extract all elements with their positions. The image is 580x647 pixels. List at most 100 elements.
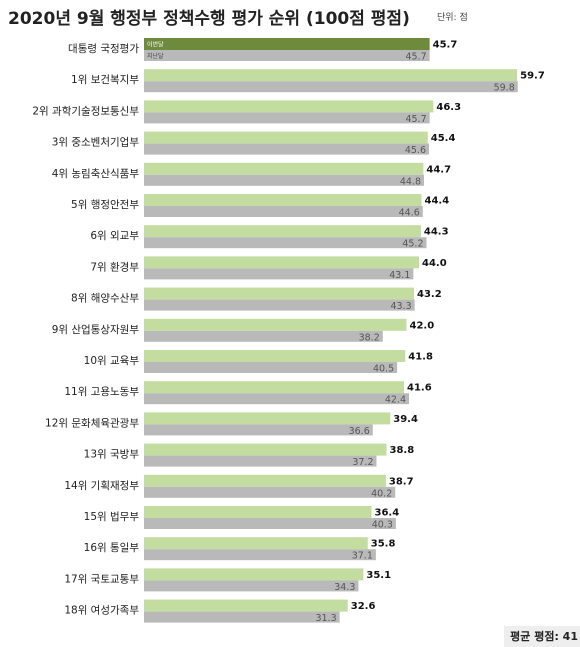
bar-last-month: [144, 143, 429, 155]
bar-this-month: [144, 256, 419, 269]
bar-last-month: [144, 206, 423, 217]
bar-last-month: [144, 362, 398, 373]
value-label-last-month: 38.2: [359, 332, 380, 343]
value-label-this-month: 44.4: [425, 196, 450, 207]
value-label-this-month: 44.7: [426, 164, 451, 175]
category-label: 11위 고용노동부: [64, 385, 139, 398]
bar-last-month: [144, 393, 409, 405]
category-label: 18위 여성가족부: [64, 604, 139, 617]
bar-this-month: [144, 318, 407, 331]
value-label-last-month: 40.2: [371, 488, 392, 499]
value-label-this-month: 43.2: [417, 289, 442, 300]
bar-this-month: [144, 38, 430, 50]
value-label-this-month: 45.7: [433, 40, 458, 51]
value-label-last-month: 40.5: [373, 364, 394, 375]
value-label-last-month: 42.4: [385, 395, 406, 406]
value-label-last-month: 37.1: [352, 551, 373, 562]
value-label-last-month: 44.8: [400, 176, 421, 187]
value-label-this-month: 38.7: [389, 476, 414, 487]
value-label-this-month: 38.8: [390, 445, 415, 456]
category-label: 대통령 국정평가: [68, 43, 139, 55]
bar-last-month: [144, 424, 373, 436]
chart-title: 2020년 9월 행정부 정책수행 평가 순위 (100점 평점): [8, 9, 410, 29]
bar-this-month: [144, 599, 348, 612]
bar-this-month: [144, 100, 434, 113]
bar-last-month: [144, 268, 414, 280]
bar-this-month: [144, 443, 387, 456]
bar-last-month: [144, 112, 430, 124]
bar-this-month: [144, 225, 421, 238]
category-label: 16위 통일부: [84, 541, 140, 554]
value-label-last-month: 31.3: [315, 613, 336, 624]
bar-this-month: [144, 194, 422, 206]
category-label: 6위 외교부: [90, 229, 139, 242]
bar-this-month: [144, 474, 386, 487]
value-label-last-month: 45.6: [405, 145, 426, 156]
bar-last-month: [144, 580, 359, 592]
value-label-this-month: 44.0: [422, 258, 447, 269]
bar-this-month: [144, 287, 414, 300]
value-label-last-month: 43.3: [390, 301, 411, 312]
unit-label: 단위: 점: [437, 13, 468, 23]
bar-this-month: [144, 568, 364, 581]
value-label-last-month: 45.7: [405, 52, 426, 63]
category-label: 1위 보건복지부: [71, 73, 139, 86]
value-label-last-month: 43.1: [389, 270, 410, 281]
category-label: 15위 법무부: [84, 510, 140, 523]
value-label-this-month: 35.8: [371, 539, 396, 550]
bar-last-month: [144, 549, 376, 561]
bar-last-month: [144, 237, 427, 249]
legend-this-month: 이번달: [147, 41, 164, 49]
value-label-last-month: 44.6: [399, 208, 420, 219]
value-label-last-month: 37.2: [352, 457, 373, 468]
value-label-this-month: 42.0: [410, 320, 435, 331]
value-label-last-month: 45.7: [405, 114, 426, 125]
value-label-this-month: 36.4: [375, 508, 400, 519]
bar-this-month: [144, 162, 424, 175]
bar-this-month: [144, 506, 372, 518]
bar-last-month: [144, 518, 396, 529]
bar-this-month: [144, 350, 406, 362]
value-label-this-month: 32.6: [351, 601, 376, 612]
bar-last-month: [144, 50, 430, 61]
category-label: 5위 행정안전부: [71, 198, 139, 211]
value-label-this-month: 44.3: [424, 227, 449, 238]
bar-last-month: [144, 174, 424, 186]
average-score-note: 평균 평점: 41: [504, 626, 580, 647]
category-label: 9위 산업통상자원부: [52, 323, 140, 336]
value-label-last-month: 34.3: [334, 582, 355, 593]
bar-this-month: [144, 69, 518, 82]
bar-this-month: [144, 131, 428, 144]
bar-last-month: [144, 81, 518, 93]
category-label: 2위 과학기술정보통신부: [32, 104, 139, 117]
value-label-this-month: 46.3: [436, 102, 461, 113]
value-label-this-month: 35.1: [366, 570, 391, 581]
category-label: 17위 국토교통부: [64, 572, 139, 585]
value-label-last-month: 45.2: [402, 239, 423, 250]
category-label: 7위 환경부: [90, 260, 139, 273]
value-label-this-month: 41.8: [408, 352, 433, 363]
bar-this-month: [144, 381, 404, 394]
category-label: 14위 기획재정부: [64, 479, 139, 492]
category-label: 8위 해양수산부: [71, 292, 139, 305]
bar-last-month: [144, 455, 377, 467]
category-label: 4위 농림축산식품부: [52, 167, 140, 180]
title-row: 2020년 9월 행정부 정책수행 평가 순위 (100점 평점): [8, 4, 410, 30]
value-label-last-month: 59.8: [494, 83, 515, 94]
legend-last-month: 지난달: [147, 52, 164, 60]
value-label-this-month: 39.4: [393, 414, 418, 425]
value-label-this-month: 59.7: [520, 71, 545, 82]
category-label: 3위 중소벤처기업부: [52, 136, 140, 149]
value-label-this-month: 45.4: [431, 133, 456, 144]
value-label-this-month: 41.6: [407, 383, 432, 394]
category-label: 12위 문화체육관광부: [45, 416, 139, 429]
bar-last-month: [144, 611, 340, 623]
category-label: 13위 국방부: [84, 448, 140, 461]
bar-this-month: [144, 412, 391, 425]
bar-last-month: [144, 299, 415, 311]
bar-last-month: [144, 486, 396, 498]
category-label: 10위 교육부: [84, 354, 140, 367]
value-label-last-month: 36.6: [349, 426, 370, 437]
bar-last-month: [144, 330, 383, 342]
